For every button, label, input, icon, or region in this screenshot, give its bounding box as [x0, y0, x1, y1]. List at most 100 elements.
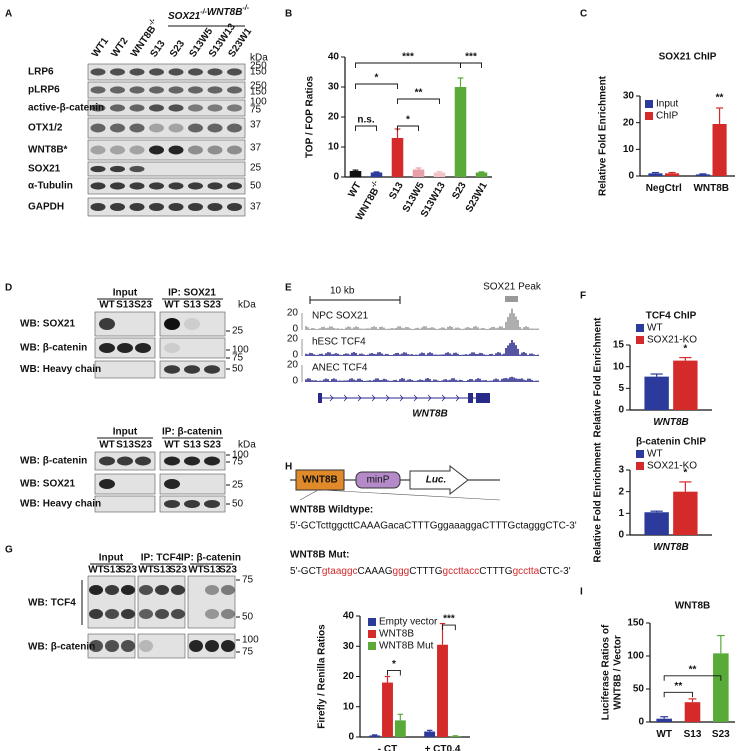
y-axis-label: Relative Fold Enrichment: [593, 442, 604, 563]
band: [110, 68, 125, 76]
panel-label: A: [5, 9, 12, 20]
bracket: [397, 98, 440, 104]
lane-label: S13: [153, 565, 171, 576]
significance-label: **: [674, 681, 682, 692]
kda-marker: 25: [250, 163, 262, 174]
track-signal: [305, 339, 539, 356]
band: [129, 68, 145, 76]
kda-marker: 50: [232, 364, 244, 375]
x-tick-label: S23: [712, 729, 730, 740]
kda-marker: 75: [232, 353, 244, 364]
band: [99, 318, 115, 330]
significance-label: *: [375, 73, 379, 84]
legend-label: SOX21-KO: [647, 461, 697, 472]
blot: [87, 139, 246, 161]
base: CTTTG: [479, 566, 513, 577]
panel-label: C: [580, 9, 587, 20]
legend-label: ChIP: [656, 111, 679, 122]
y-axis-label: Firefly / Renilla Ratios: [317, 624, 328, 729]
lane-label: S23: [119, 565, 137, 576]
blot: [87, 63, 246, 81]
x-tick-label: S13: [684, 729, 702, 740]
mutated-base: gtaaggc: [322, 566, 358, 577]
exon: [318, 393, 322, 403]
band: [168, 123, 184, 133]
y-axis-label: Relative Fold Enrichment: [598, 75, 609, 196]
kda-marker: 50: [242, 612, 254, 623]
band: [90, 104, 106, 112]
peak-label: SOX21 Peak: [483, 282, 542, 293]
y-axis-label: WNT8B / Vector: [613, 635, 624, 710]
blot-header: IP: SOX21: [168, 288, 216, 299]
row-label: LRP6: [28, 67, 54, 78]
band: [89, 585, 103, 595]
blot: [159, 337, 226, 359]
y-tick-label: 40: [328, 52, 340, 63]
scale-label: 10 kb: [330, 286, 355, 297]
row-label: GAPDH: [28, 202, 64, 213]
band: [135, 456, 151, 466]
lane-label: WT: [164, 440, 180, 451]
kda-marker: 150: [250, 87, 267, 98]
lane-label: WT: [99, 300, 115, 311]
lane-label: WT: [99, 440, 115, 451]
bar: [695, 174, 711, 176]
row-label: SOX21: [28, 164, 61, 175]
bar: [437, 644, 448, 737]
chart-title: WNT8B: [675, 601, 711, 612]
blot-header: IP: β-catenin: [181, 553, 241, 564]
band: [90, 145, 106, 155]
band: [139, 640, 153, 652]
lane-label: S13: [148, 38, 167, 59]
x-tick-label: WNT8B: [653, 417, 689, 428]
label-text: S13: [148, 38, 167, 59]
exon: [468, 393, 473, 403]
blot: [87, 177, 246, 195]
x-tick-label: WNT8B: [693, 183, 729, 194]
chart-title: TCF4 ChIP: [646, 311, 697, 322]
x-tick-label: S23: [450, 180, 469, 201]
lane-label: WT: [138, 565, 154, 576]
y-tick-label: 30: [623, 91, 635, 102]
band: [110, 182, 125, 190]
legend-swatch: [636, 336, 644, 344]
band: [168, 202, 184, 212]
bracket: [355, 62, 461, 68]
significance-label: *: [392, 659, 396, 670]
legend-swatch: [368, 642, 376, 650]
gene-arrow: [385, 394, 390, 402]
significance-label: ***: [465, 52, 477, 63]
blot-header: Input: [99, 553, 124, 564]
lane-label: S13: [103, 565, 121, 576]
band: [139, 585, 153, 595]
legend-swatch: [636, 324, 644, 332]
label-text: S23: [168, 38, 187, 59]
band: [105, 585, 119, 595]
label-text: S23W1: [463, 180, 489, 214]
band: [164, 318, 180, 330]
y-tick-label: 20: [623, 117, 635, 128]
band: [105, 609, 119, 619]
band: [168, 104, 184, 112]
band: [110, 86, 125, 94]
bar: [449, 736, 461, 737]
band: [221, 609, 235, 619]
kda-marker: 50: [250, 181, 262, 192]
band: [168, 68, 184, 76]
band: [117, 456, 133, 466]
panel-label: G: [5, 545, 13, 556]
blot: [94, 495, 156, 513]
construct-label: Luc.: [426, 475, 447, 486]
base: 5'-GCT: [290, 566, 322, 577]
band: [121, 640, 135, 652]
row-label: pLRP6: [28, 85, 60, 96]
x-tick-label: NegCtrl: [646, 183, 682, 194]
kda-marker: 50: [232, 499, 244, 510]
band: [121, 609, 135, 619]
label-text: WNT8B: [653, 542, 689, 553]
band: [188, 123, 203, 133]
label-text: WNT8B: [693, 183, 729, 194]
mutated-base: gcctta: [513, 566, 540, 577]
band: [227, 68, 242, 76]
